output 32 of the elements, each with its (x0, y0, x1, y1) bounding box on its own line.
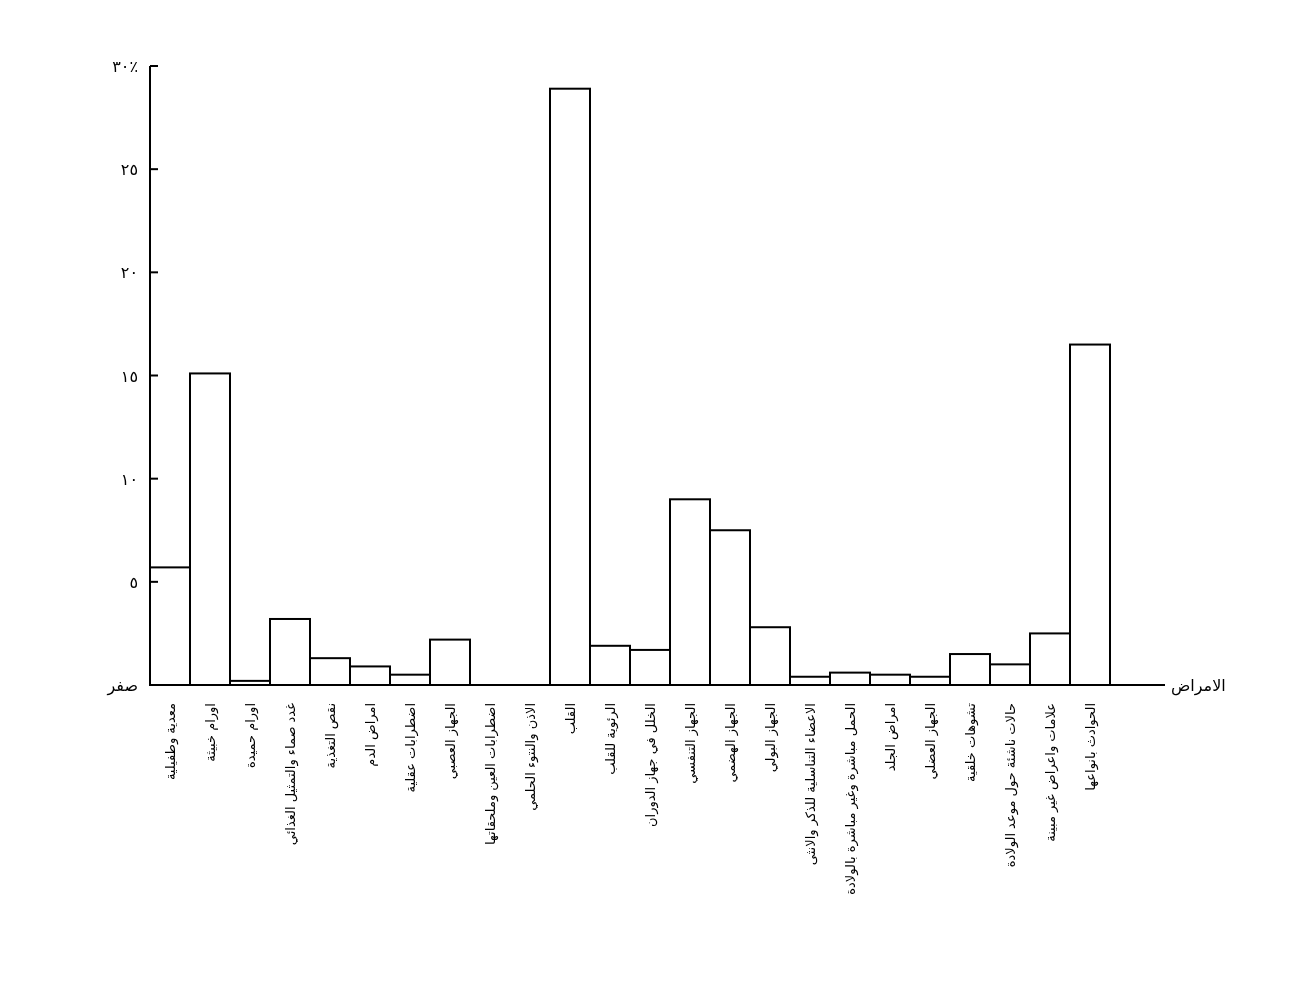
x-tick-label: الجهاز التنفسي (683, 703, 699, 784)
x-tick-label: نقص التغذية (323, 703, 339, 769)
x-tick-label: الاذن والنتوء الحلمي (523, 703, 539, 811)
x-tick-label: اضطرابات عقلية (403, 703, 419, 793)
y-tick-label: ٢٠ (120, 263, 138, 283)
y-tick-label: صفر (106, 676, 138, 696)
x-tick-label: حالات ناشئة حول موعد الولادة (1003, 703, 1019, 868)
x-tick-label: الجهاز العصبي (443, 703, 459, 780)
x-tick-label: الرئوية للقلب (603, 703, 619, 775)
x-tick-label: الجهاز العضلي (923, 703, 939, 780)
x-tick-label: الحوادث بانواعها (1083, 703, 1099, 791)
x-tick-label: الخلل في جهاز الدوران (643, 703, 659, 827)
x-tick-label: الحمل مباشرة وغير مباشرة بالولادة (843, 703, 859, 895)
x-axis-title: الامراض (1171, 676, 1226, 696)
y-tick-label: ٣٠٪ (112, 57, 138, 76)
x-tick-label: معدية وطفيلية (163, 703, 179, 781)
y-tick-label: ١٥ (120, 366, 138, 386)
x-tick-label: الاعضاء التناسلية للذكر والانثى (803, 703, 819, 866)
y-tick-label: ٢٥ (120, 160, 138, 180)
y-tick-label: ٥ (129, 572, 138, 592)
x-tick-label: امراض الجلد (883, 703, 899, 772)
x-tick-label: الجهاز الهضمي (723, 703, 739, 783)
x-tick-label: الجهاز البولي (763, 703, 779, 773)
x-tick-label: امراض الدم (363, 703, 379, 767)
x-tick-label: اضطرابات العين وملحقاتها (483, 703, 499, 845)
x-tick-label: غدد صماء والتمثيل الغذائي (283, 702, 299, 846)
y-tick-label: ١٠ (120, 469, 138, 489)
x-tick-label: تشوهات خلقية (963, 702, 979, 782)
x-tick-label: القلب (563, 703, 578, 735)
x-tick-label: علامات واعراض غير مبينة (1043, 703, 1059, 842)
x-tick-label: اورام حميدة (243, 703, 259, 769)
x-tick-label: اورام خبيثة (203, 703, 219, 762)
